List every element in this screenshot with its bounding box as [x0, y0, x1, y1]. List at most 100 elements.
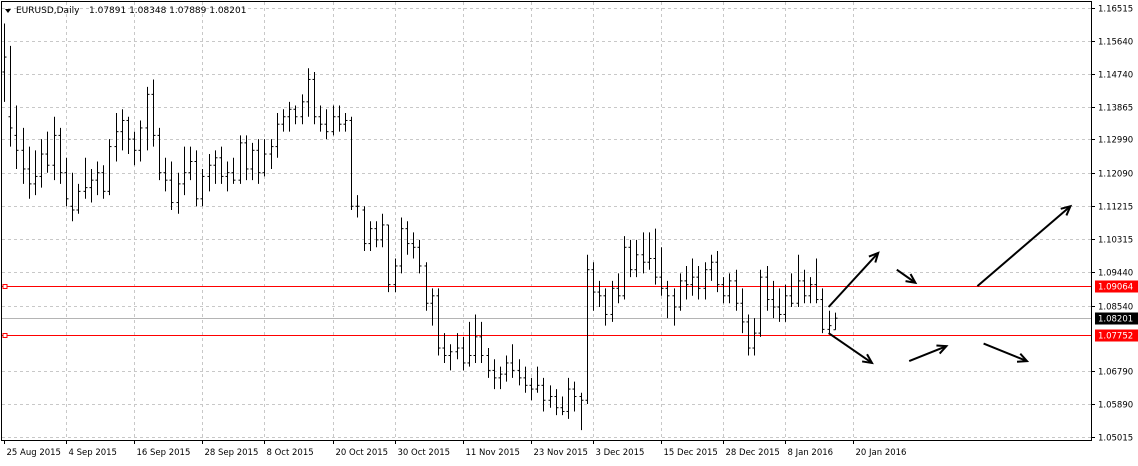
ohlc-bar: [529, 377, 534, 401]
ohlc-bar: [269, 139, 274, 169]
ohlc-bar: [182, 146, 187, 196]
projection-arrow[interactable]: [827, 251, 880, 308]
ohlc-bar: [603, 288, 608, 326]
ohlc-bar: [424, 262, 429, 311]
ohlc-bar: [554, 389, 559, 416]
ohlc-bars: [2, 23, 838, 431]
projection-arrow[interactable]: [896, 268, 918, 285]
ohlc-bar: [275, 113, 280, 158]
ohlc-bar: [138, 120, 143, 162]
ohlc-bar: [498, 366, 503, 390]
projection-arrows: [827, 204, 1073, 365]
ohlc-bar: [362, 206, 367, 252]
ohlc-bar: [684, 265, 689, 300]
ohlc-bar: [293, 105, 298, 125]
ohlc-bar: [796, 254, 801, 307]
ohlc-bar: [461, 336, 466, 371]
y-tick-label: 1.13865: [1098, 104, 1133, 114]
ohlc-bar: [473, 314, 478, 363]
ohlc-bar: [758, 269, 763, 337]
ohlc-bar: [455, 333, 460, 360]
ohlc-bar: [331, 105, 336, 136]
ohlc-bar: [752, 318, 757, 356]
ohlc-bar: [721, 277, 726, 304]
y-tick-label: 1.15640: [1098, 38, 1133, 48]
ohlc-bar: [566, 377, 571, 419]
ohlc-bar: [8, 45, 13, 147]
ohlc-bar: [256, 139, 261, 184]
y-tick-label: 1.16515: [1098, 5, 1133, 15]
projection-arrow[interactable]: [828, 332, 874, 365]
ohlc-bar: [647, 232, 652, 270]
ohlc-bar: [510, 344, 515, 378]
time-axis: 25 Aug 2015 4 Sep 2015 16 Sep 2015 28 Sep 2…: [4, 440, 907, 458]
ohlc-bar: [213, 150, 218, 184]
ohlc-bar: [448, 344, 453, 371]
ohlc-bar: [436, 288, 441, 356]
ohlc-bar: [101, 165, 106, 199]
ohlc-bar: [715, 251, 720, 293]
ohlc-bar: [659, 247, 664, 296]
projection-arrow[interactable]: [976, 204, 1073, 287]
chart-header: EURUSD,Daily 1.07891 1.08348 1.07889 1.0…: [5, 6, 246, 16]
svg-text:1.07752: 1.07752: [1098, 332, 1133, 342]
svg-text:1.09064: 1.09064: [1098, 283, 1133, 293]
ohlc-bar: [696, 265, 701, 300]
x-tick-label: 20 Jan 2016: [856, 448, 907, 458]
x-tick-label: 23 Nov 2015: [534, 448, 588, 458]
ohlc-bar: [45, 131, 50, 173]
ohlc-bar: [380, 213, 385, 248]
x-tick-label: 16 Sep 2015: [137, 448, 191, 458]
ohlc-bar: [411, 232, 416, 259]
line-anchor-handle[interactable]: [2, 333, 8, 338]
ohlc-bar: [417, 239, 422, 274]
x-tick-label: 25 Aug 2015: [7, 448, 61, 458]
ohlc-bar: [610, 280, 615, 322]
ohlc-bar: [39, 139, 44, 188]
ohlc-bar: [523, 366, 528, 393]
line-anchor-handle[interactable]: [2, 284, 8, 289]
ohlc-bar: [405, 221, 410, 255]
ohlc-bar: [2, 23, 7, 102]
projection-arrow[interactable]: [908, 344, 949, 363]
ohlc-bar: [207, 154, 212, 192]
x-tick-label: 3 Dec 2015: [596, 448, 645, 458]
projection-arrow[interactable]: [983, 342, 1030, 363]
ohlc-bar: [572, 381, 577, 412]
ohlc-bar: [107, 139, 112, 196]
y-tick-label: 1.10315: [1098, 236, 1133, 246]
ohlc-bar: [548, 385, 553, 408]
ohlc-bar: [492, 359, 497, 390]
symbol-timeframe: EURUSD,Daily: [16, 6, 80, 16]
ohlc-bar: [678, 273, 683, 311]
ohlc-bar: [777, 288, 782, 322]
ohlc-bar: [145, 86, 150, 151]
grid: [2, 2, 1091, 440]
ohlc-bar: [765, 265, 770, 311]
ohlc-bar: [740, 288, 745, 334]
ohlc-bar: [64, 157, 69, 207]
ohlc-bar: [746, 314, 751, 356]
ohlc-bar: [225, 161, 230, 192]
ohlc-bar: [771, 280, 776, 319]
ohlc-bar: [318, 105, 323, 132]
ohlc-bar: [616, 273, 621, 304]
ohlc-bar: [95, 161, 100, 196]
y-tick-label: 1.12090: [1098, 170, 1133, 180]
x-tick-label: 15 Dec 2015: [664, 448, 718, 458]
x-tick-label: 8 Oct 2015: [267, 448, 314, 458]
ohlc-bar: [306, 68, 311, 117]
ohlc-bar: [789, 273, 794, 307]
ohlc-bar: [157, 127, 162, 181]
ohlc-bar: [641, 232, 646, 274]
ohlc-bar: [368, 221, 373, 252]
ohlc-bar: [58, 127, 63, 184]
ohlc-bar: [814, 258, 819, 304]
ohlc-bar: [120, 109, 125, 151]
y-tick-label: 1.06790: [1098, 368, 1133, 378]
ohlc-bar: [827, 310, 832, 334]
x-tick-label: 11 Nov 2015: [466, 448, 520, 458]
y-tick-label: 1.09440: [1098, 269, 1133, 279]
chart-menu-triangle-icon[interactable]: [5, 9, 11, 13]
